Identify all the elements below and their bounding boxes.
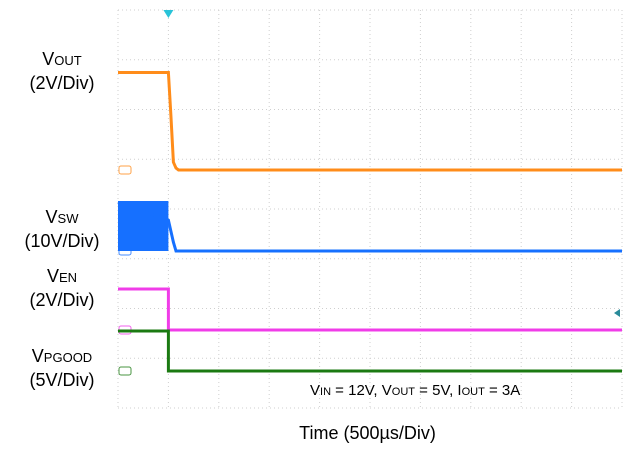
vout-trace	[118, 71, 622, 172]
vpgood-trace	[118, 329, 622, 373]
x-axis-label: Time (500µs/Div)	[299, 423, 436, 443]
trigger-marker-icon	[163, 10, 174, 18]
offset-marker-icon	[614, 309, 620, 317]
vpgood-label: VPGOOD (5V/Div)	[29, 346, 95, 390]
vout-label: VOUT (2V/Div)	[29, 49, 95, 93]
vsw-trace	[117, 201, 622, 253]
operating-conditions: VIN = 12V, VOUT = 5V, IOUT = 3A	[310, 382, 521, 399]
vpgood-ground-marker-icon	[118, 366, 132, 376]
ven-trace	[118, 287, 622, 332]
vsw-label: VSW (10V/Div)	[24, 207, 100, 251]
vout-ground-marker-icon	[118, 165, 132, 175]
vsw-switching-burst	[118, 201, 169, 251]
ven-label: VEN (2V/Div)	[29, 266, 95, 310]
